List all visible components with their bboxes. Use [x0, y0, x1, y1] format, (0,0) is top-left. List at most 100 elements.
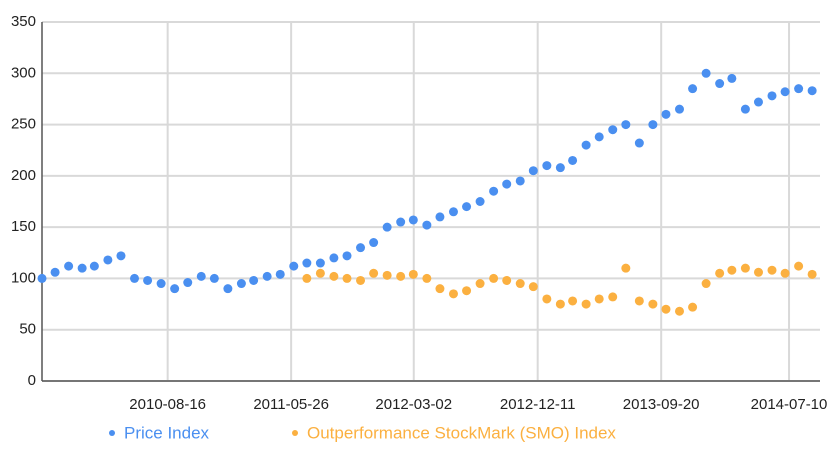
x-tick-label: 2012-03-02: [375, 396, 452, 413]
x-tick-label: 2010-08-16: [129, 396, 206, 413]
y-tick-label: 150: [11, 218, 36, 235]
legend-label: Outperformance StockMark (SMO) Index: [307, 423, 616, 442]
point: [408, 269, 418, 279]
point: [315, 258, 325, 268]
point: [767, 265, 777, 275]
point: [103, 255, 113, 265]
point: [701, 68, 711, 78]
x-tick-label: 2012-12-11: [500, 396, 576, 413]
point: [236, 279, 246, 289]
point: [116, 251, 126, 261]
point: [408, 215, 418, 225]
point: [727, 73, 737, 83]
point: [594, 294, 604, 304]
point: [648, 299, 658, 309]
x-tick-label: 2013-09-20: [623, 396, 700, 413]
point: [555, 163, 565, 173]
point: [701, 279, 711, 289]
point: [475, 279, 485, 289]
point: [422, 273, 432, 283]
point: [382, 270, 392, 280]
point: [462, 286, 472, 296]
point: [196, 271, 206, 281]
y-tick-label: 250: [11, 116, 36, 133]
point: [661, 109, 671, 119]
legend-marker: [109, 430, 115, 436]
point: [674, 306, 684, 316]
point: [780, 268, 790, 278]
point: [489, 273, 499, 283]
point: [727, 265, 737, 275]
point: [621, 263, 631, 273]
point: [422, 220, 432, 230]
point: [435, 284, 445, 294]
y-tick-label: 100: [11, 269, 36, 286]
legend-label: Price Index: [124, 423, 210, 442]
point: [688, 84, 698, 94]
point: [342, 251, 352, 261]
point: [315, 268, 325, 278]
point: [608, 292, 618, 302]
point: [621, 120, 631, 130]
point: [143, 275, 153, 285]
point: [780, 87, 790, 97]
y-tick-label: 50: [19, 321, 36, 338]
point: [369, 268, 379, 278]
point: [489, 186, 499, 196]
point: [156, 279, 166, 289]
x-tick-label: 2011-05-26: [253, 396, 329, 413]
point: [794, 261, 804, 271]
point: [223, 284, 233, 294]
point: [302, 258, 312, 268]
point: [753, 267, 763, 277]
point: [50, 267, 60, 277]
point: [594, 132, 604, 142]
point: [435, 212, 445, 222]
point: [130, 273, 140, 283]
point: [382, 222, 392, 232]
point: [209, 273, 219, 283]
point: [37, 273, 47, 283]
point: [289, 261, 299, 271]
point: [581, 299, 591, 309]
point: [715, 79, 725, 89]
point: [634, 296, 644, 306]
point: [262, 271, 272, 281]
point: [542, 161, 552, 171]
point: [674, 104, 684, 114]
point: [170, 284, 180, 294]
point: [275, 269, 285, 279]
point: [634, 138, 644, 148]
point: [396, 271, 406, 281]
point: [555, 299, 565, 309]
point: [183, 278, 193, 288]
point: [502, 179, 512, 189]
point: [740, 263, 750, 273]
point: [502, 275, 512, 285]
point: [356, 243, 366, 253]
point: [648, 120, 658, 130]
point: [329, 271, 339, 281]
x-tick-label: 2014-07-10: [751, 396, 828, 413]
point: [448, 207, 458, 217]
point: [568, 155, 578, 165]
point: [448, 289, 458, 299]
point: [807, 86, 817, 96]
point: [462, 202, 472, 212]
point: [89, 261, 99, 271]
point: [688, 302, 698, 312]
point: [568, 296, 578, 306]
y-tick-label: 300: [11, 64, 36, 81]
point: [302, 273, 312, 283]
point: [753, 97, 763, 107]
point: [515, 176, 525, 186]
point: [740, 104, 750, 114]
point: [528, 166, 538, 176]
point: [715, 268, 725, 278]
y-tick-label: 0: [28, 372, 36, 389]
point: [581, 140, 591, 150]
point: [794, 84, 804, 94]
point: [249, 275, 259, 285]
point: [475, 197, 485, 206]
